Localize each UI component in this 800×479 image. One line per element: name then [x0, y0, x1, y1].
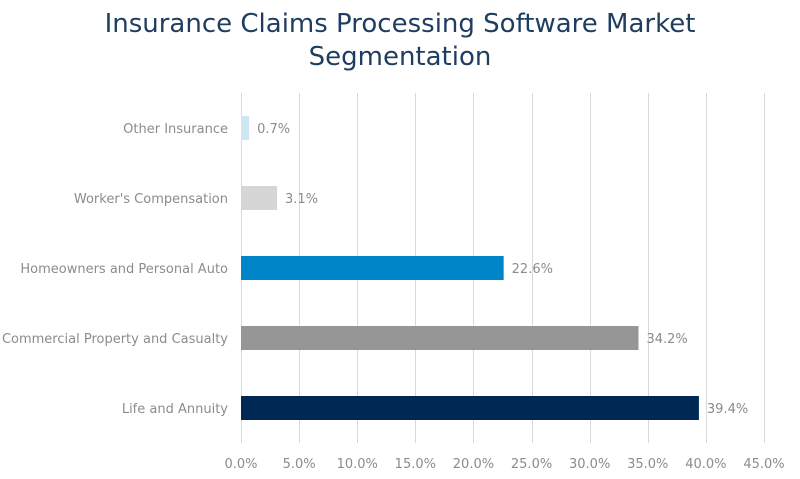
x-tick-label: 10.0%	[337, 457, 378, 472]
x-tick-label: 5.0%	[283, 457, 316, 472]
bar-worker-s-compensation	[241, 186, 278, 210]
x-tick-label: 20.0%	[453, 457, 494, 472]
x-tick-label: 35.0%	[627, 457, 668, 472]
category-label: Worker's Compensation	[74, 192, 228, 207]
bar-life-and-annuity	[241, 396, 699, 420]
x-tick-label: 25.0%	[511, 457, 552, 472]
data-label: 39.4%	[707, 402, 748, 417]
x-tick-label: 30.0%	[569, 457, 610, 472]
bars	[241, 116, 699, 420]
category-label: Other Insurance	[123, 122, 228, 137]
category-label: Life and Annuity	[122, 402, 228, 417]
data-label: 34.2%	[646, 332, 687, 347]
bar-commercial-property-and-casualty	[241, 326, 639, 350]
category-label: Homeowners and Personal Auto	[20, 262, 228, 277]
data-labels: 39.4% 34.2% 22.6% 3.1% 0.7%	[257, 122, 748, 417]
chart-title-line-2: Segmentation	[308, 42, 492, 72]
data-label: 3.1%	[285, 192, 318, 207]
category-label: Commercial Property and Casualty	[2, 332, 228, 347]
x-tick-label: 40.0%	[685, 457, 726, 472]
x-tick-label: 0.0%	[224, 457, 257, 472]
x-tick-label: 45.0%	[743, 457, 784, 472]
x-axis-tick-labels: 0.0% 5.0% 10.0% 15.0% 20.0% 25.0% 30.0% 35.0% 40…	[224, 457, 784, 472]
data-label: 0.7%	[257, 122, 290, 137]
chart-title-line-1: Insurance Claims Processing Software Mar…	[104, 9, 696, 39]
bar-homeowners-and-personal-auto	[241, 256, 504, 280]
category-labels: Life and Annuity Commercial Property and …	[2, 122, 228, 417]
data-label: 22.6%	[512, 262, 553, 277]
bar-other-insurance	[241, 116, 250, 140]
x-tick-label: 15.0%	[395, 457, 436, 472]
chart-title: Insurance Claims Processing Software Mar…	[0, 8, 800, 74]
